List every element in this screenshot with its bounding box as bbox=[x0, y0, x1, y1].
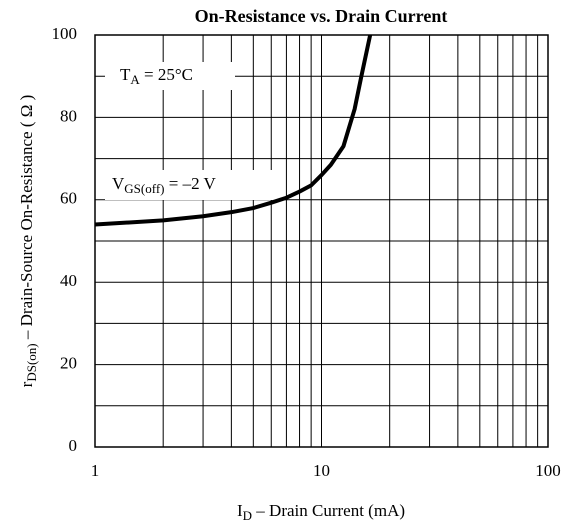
annotation-part: = 25°C bbox=[140, 65, 193, 84]
annotation-part: GS(off) bbox=[124, 181, 164, 196]
y-tick-label: 80 bbox=[60, 106, 77, 125]
x-axis-label-part: D bbox=[243, 508, 252, 523]
annotation-part: A bbox=[130, 72, 140, 87]
plot-frame bbox=[94, 34, 549, 448]
chart-title: On-Resistance vs. Drain Current bbox=[195, 6, 448, 26]
x-axis-label-part: I bbox=[237, 501, 243, 520]
annotation: VGS(off) = –2 V bbox=[112, 174, 217, 196]
annotation-box bbox=[105, 170, 285, 200]
y-axis-label-part: DS(on) bbox=[24, 343, 39, 381]
y-axis-label-part: r bbox=[17, 381, 36, 387]
y-tick-label: 60 bbox=[60, 189, 77, 208]
annotation-box bbox=[105, 62, 235, 90]
x-tick-label: 1 bbox=[91, 461, 100, 480]
x-tick-label: 100 bbox=[535, 461, 561, 480]
annotation: TA = 25°C bbox=[120, 65, 193, 87]
y-tick-label: 20 bbox=[60, 354, 77, 373]
y-tick-label: 40 bbox=[60, 271, 77, 290]
y-tick-label: 100 bbox=[52, 24, 78, 43]
line bbox=[94, 34, 373, 227]
annotation-part: T bbox=[120, 65, 131, 84]
x-axis-label-part: – Drain Current (mA) bbox=[252, 501, 405, 520]
annotation-part: V bbox=[112, 174, 125, 193]
x-tick-label: 10 bbox=[313, 461, 330, 480]
annotation-part: = –2 V bbox=[164, 174, 216, 193]
y-axis-label: rDS(on) – Drain-Source On-Resistance ( Ω… bbox=[17, 95, 39, 388]
y-tick-label: 0 bbox=[69, 436, 78, 455]
y-axis-label-part: – Drain-Source On-Resistance ( Ω ) bbox=[17, 95, 36, 344]
x-axis-label: ID – Drain Current (mA) bbox=[237, 501, 405, 523]
